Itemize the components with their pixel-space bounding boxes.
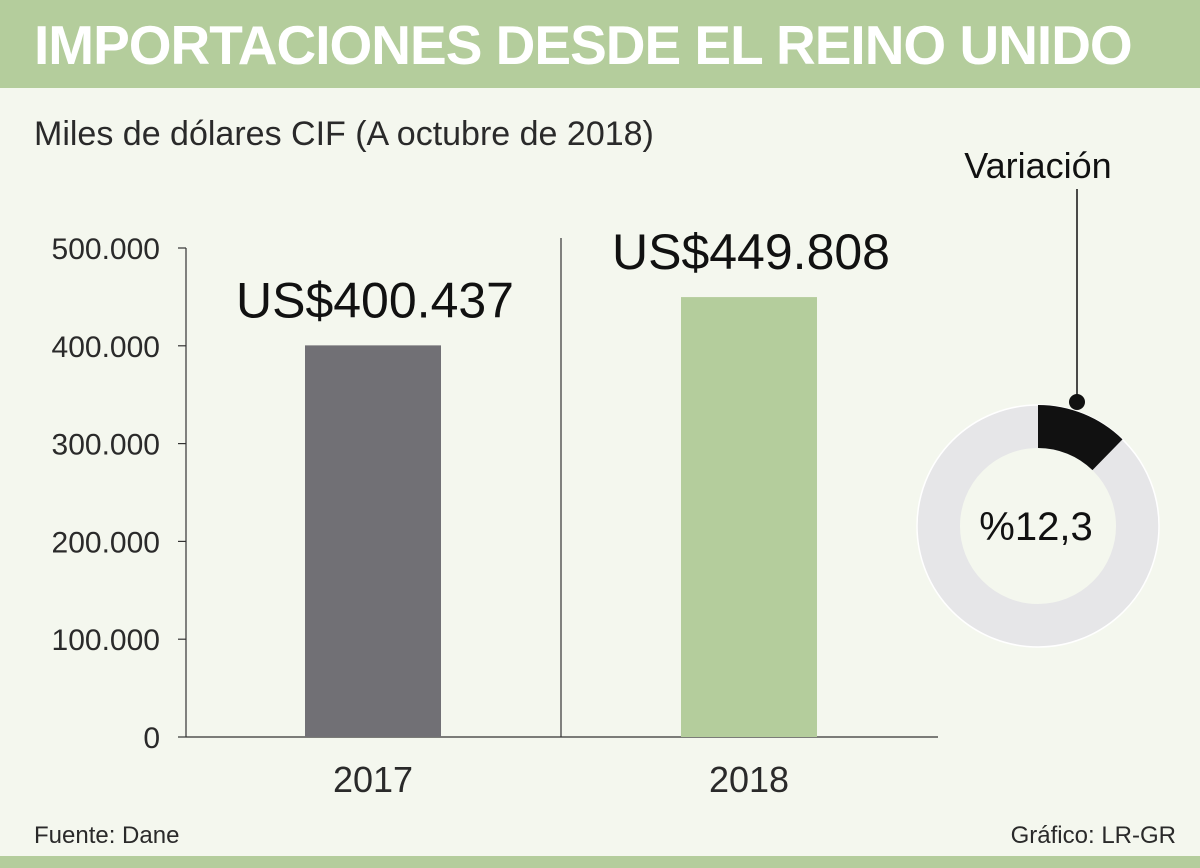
variation-value: %12,3 xyxy=(979,505,1092,549)
donut-variation-segment xyxy=(1038,405,1123,471)
y-axis-ticks: 0 100.000 200.000 300.000 400.000 500.000 xyxy=(52,233,186,755)
bar-2018 xyxy=(681,297,817,737)
chart-title: IMPORTACIONES DESDE EL REINO UNIDO xyxy=(34,14,1133,76)
header-band xyxy=(0,0,1200,88)
x-tick-label-2017: 2017 xyxy=(333,759,413,800)
chart-subtitle: Miles de dólares CIF (A octubre de 2018) xyxy=(34,115,654,153)
variation-pointer-dot xyxy=(1069,394,1085,410)
data-label-2017: US$400.437 xyxy=(236,272,514,328)
y-tick-label: 200.000 xyxy=(52,526,160,559)
y-tick-label: 400.000 xyxy=(52,331,160,364)
variation-title: Variación xyxy=(964,145,1111,186)
chart-bars: US$400.437 2017 US$449.808 2018 xyxy=(236,224,890,800)
bottom-band xyxy=(0,856,1200,868)
y-tick-label: 100.000 xyxy=(52,624,160,657)
credit-note: Gráfico: LR-GR xyxy=(1010,822,1176,849)
source-note: Fuente: Dane xyxy=(34,822,180,849)
y-tick-label: 500.000 xyxy=(52,233,160,266)
bar-2017 xyxy=(305,345,441,737)
variation-donut: Variación %12,3 xyxy=(916,145,1160,648)
y-tick-label: 0 xyxy=(143,722,160,755)
y-tick-label: 300.000 xyxy=(52,429,160,462)
data-label-2018: US$449.808 xyxy=(612,224,890,280)
x-tick-label-2018: 2018 xyxy=(709,759,789,800)
